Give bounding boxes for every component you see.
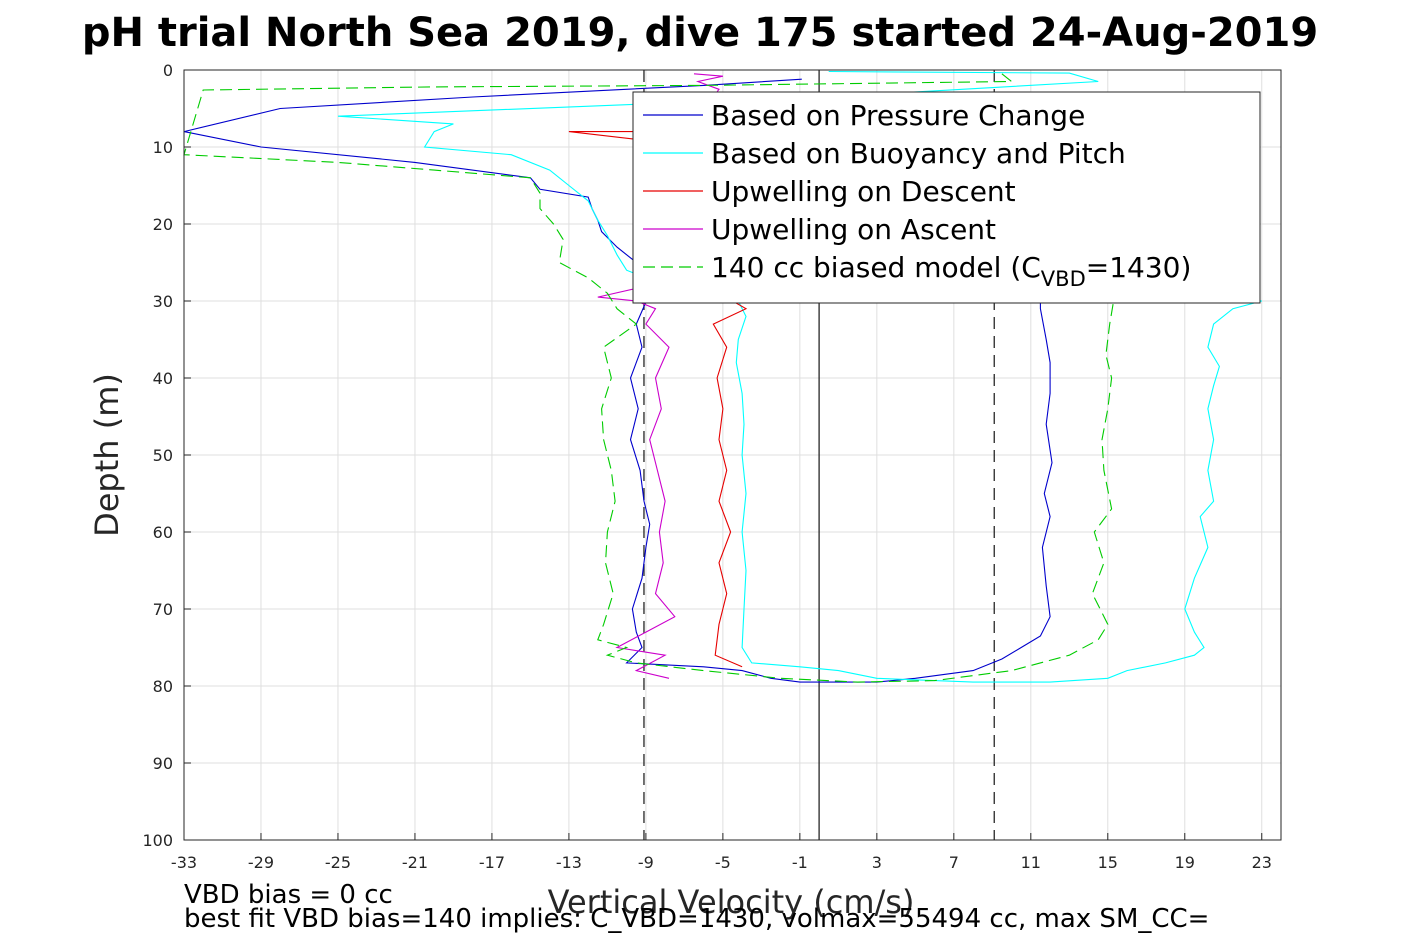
x-tick-label: -21	[402, 853, 428, 872]
x-tick-label: -9	[638, 853, 654, 872]
y-tick-label: 60	[153, 523, 173, 542]
series-line	[183, 73, 1115, 683]
vbd-bias-note: VBD bias = 0 cc	[184, 880, 393, 910]
y-tick-label: 80	[153, 677, 173, 696]
series-line	[183, 78, 1053, 683]
legend-entry-label: Upwelling on Ascent	[711, 213, 996, 246]
legend-entry-label: Based on Buoyancy and Pitch	[711, 137, 1126, 170]
x-axis-label: Vertical Velocity (cm/s)	[548, 883, 915, 921]
y-tick-label: 30	[153, 292, 173, 311]
y-tick-label: 0	[163, 61, 173, 80]
x-tick-label: 15	[1098, 853, 1118, 872]
y-tick-label: 50	[153, 446, 173, 465]
x-tick-label: 3	[872, 853, 882, 872]
series-line	[712, 292, 748, 668]
x-tick-label: -13	[556, 853, 582, 872]
series-line	[337, 70, 1262, 683]
y-tick-label: 100	[142, 831, 173, 850]
x-tick-label: 7	[949, 853, 959, 872]
y-tick-label: 40	[153, 369, 173, 388]
x-tick-label: -17	[479, 853, 505, 872]
y-tick-label: 90	[153, 754, 173, 773]
chart-title: pH trial North Sea 2019, dive 175 starte…	[82, 10, 1318, 56]
series-line	[597, 281, 676, 679]
x-tick-label: -33	[171, 853, 197, 872]
x-tick-label: 19	[1175, 853, 1195, 872]
legend-entry-label: Upwelling on Descent	[711, 175, 1016, 208]
x-tick-label: 11	[1021, 853, 1041, 872]
legend-box	[632, 91, 1261, 304]
legend-entry-label: Based on Pressure Change	[711, 99, 1085, 132]
legend: Based on Pressure Change Based on Buoyanc…	[632, 91, 1261, 304]
axis-ticks: -33 -29 -25 -21 -17 -13 -9 -5 -1 3 7 11 15 19 23010203…	[142, 61, 1271, 872]
legend-entry-label: 140 cc biased model (CVBD=1430)	[711, 251, 1191, 291]
y-axis-label: Depth (m)	[88, 373, 126, 537]
x-tick-label: 23	[1252, 853, 1272, 872]
y-tick-label: 20	[153, 215, 173, 234]
x-tick-label: -29	[248, 853, 274, 872]
x-tick-label: -5	[715, 853, 731, 872]
x-tick-label: -1	[792, 853, 808, 872]
y-tick-label: 70	[153, 600, 173, 619]
best-fit-note: best fit VBD bias=140 implies: C_VBD=143…	[184, 904, 1209, 934]
y-tick-label: 10	[153, 138, 173, 157]
x-tick-label: -25	[325, 853, 351, 872]
